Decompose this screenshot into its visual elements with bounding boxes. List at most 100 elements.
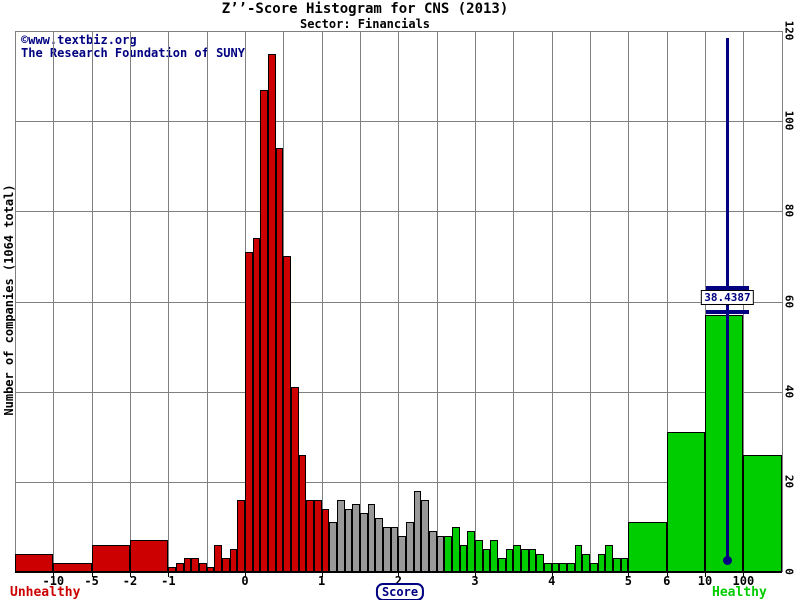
x-axis-tick-label: -1: [161, 574, 176, 588]
histogram-bar: [329, 522, 337, 572]
y-axis-tick-label: 80: [782, 204, 796, 218]
histogram-bar: [406, 522, 414, 572]
x-axis-tick-label: 100: [732, 574, 755, 588]
x-axis-tick-label: -5: [84, 574, 99, 588]
histogram-bar: [268, 53, 276, 572]
histogram-bar: [275, 148, 284, 572]
histogram-bar: [191, 558, 199, 572]
gridline-horizontal: [15, 31, 782, 32]
histogram-bar: [314, 499, 322, 572]
histogram-bar: [498, 558, 506, 572]
y-axis-tick-label: 120: [782, 20, 796, 41]
histogram-bar: [429, 531, 437, 572]
x-axis-tick: [321, 573, 323, 577]
x-axis-line: [15, 571, 782, 573]
x-axis-tick-label: 4: [548, 574, 556, 588]
x-axis-tick: [245, 573, 246, 577]
marker-value-label: 38.4387: [701, 289, 754, 305]
x-axis-tick: [130, 573, 131, 577]
histogram-bar: [582, 553, 590, 572]
x-axis-tick: [91, 573, 93, 577]
x-axis-tick-label: -2: [122, 574, 138, 588]
histogram-bar: [321, 508, 330, 572]
x-axis-tick: [743, 573, 745, 577]
histogram-bar: [291, 387, 299, 572]
x-axis-tick-label: 1: [318, 574, 326, 588]
histogram-bar: [390, 526, 399, 572]
histogram-bar: [467, 531, 475, 572]
histogram-bar: [536, 553, 544, 572]
histogram-bar: [283, 256, 291, 572]
histogram-bar: [459, 544, 468, 572]
histogram-bar: [91, 544, 130, 572]
histogram-bar: [183, 558, 192, 572]
gridline-horizontal: [15, 481, 782, 483]
histogram-bar: [222, 558, 230, 572]
chart-subtitle: Sector: Financials: [299, 17, 431, 31]
histogram-bar: [574, 544, 583, 572]
histogram-bar: [260, 89, 268, 572]
histogram-bar: [229, 549, 238, 572]
histogram-bar: [398, 535, 406, 572]
histogram-bar: [421, 499, 429, 572]
histogram-bar: [298, 454, 307, 572]
histogram-bar: [597, 553, 606, 572]
y-axis-label: Number of companies (1064 total): [2, 184, 16, 416]
gridline-vertical: [781, 31, 783, 572]
histogram-bar: [367, 504, 376, 572]
marker-upper-crossbar: [705, 286, 749, 291]
marker-dot: [722, 556, 732, 566]
y-axis-tick-label: 0: [782, 568, 796, 575]
histogram-bar: [521, 549, 529, 572]
x-axis-tick-label: 0: [241, 574, 249, 588]
histogram-bar: [620, 558, 629, 572]
marker-lower-crossbar: [705, 309, 749, 314]
histogram-bar: [505, 549, 514, 572]
histogram-bar: [628, 522, 667, 572]
watermark-url: ©www.textbiz.org: [21, 33, 137, 47]
gridline-horizontal: [15, 211, 782, 213]
x-axis-title: Score: [375, 583, 425, 600]
histogram-bar: [375, 517, 383, 572]
x-axis-tick-label: -10: [42, 574, 65, 588]
histogram-bar: [306, 499, 314, 572]
gridline-horizontal: [15, 121, 782, 123]
histogram-bar: [452, 526, 460, 572]
y-axis-tick-label: 40: [782, 384, 796, 398]
x-axis-tick: [705, 573, 707, 577]
histogram-bar: [743, 454, 782, 572]
x-axis-tick-label: 6: [663, 574, 671, 588]
histogram-bar: [436, 535, 445, 572]
histogram-bar: [237, 499, 245, 572]
gridline-horizontal: [15, 391, 782, 393]
gridline-horizontal: [15, 301, 782, 303]
x-axis-tick: [53, 573, 55, 577]
histogram-bar: [613, 558, 621, 572]
histogram-bar: [475, 540, 483, 572]
histogram-bar: [15, 553, 54, 572]
x-axis-tick-label: 3: [471, 574, 479, 588]
x-axis-tick-label: 5: [624, 574, 632, 588]
histogram-bar: [528, 549, 537, 572]
chart-title: Z’’-Score Histogram for CNS (2013): [221, 1, 509, 17]
histogram-bar: [245, 251, 253, 572]
histogram-bar: [605, 544, 613, 572]
x-axis-tick: [168, 573, 170, 577]
histogram-bar: [513, 544, 521, 572]
histogram-bar: [214, 544, 222, 572]
histogram-bar: [337, 499, 345, 572]
histogram-bar: [252, 238, 261, 572]
y-axis-tick-label: 100: [782, 110, 796, 131]
histogram-bar: [130, 540, 169, 572]
histogram-bar: [444, 535, 452, 572]
x-axis-tick-label: 2: [394, 574, 402, 588]
x-axis-tick-label: 10: [697, 574, 713, 588]
histogram-bar: [666, 432, 706, 572]
histogram-bar: [490, 540, 498, 572]
histogram-bar: [383, 526, 391, 572]
x-axis-tick: [398, 573, 400, 577]
x-axis-tick: [666, 573, 668, 577]
y-axis-tick-label: 60: [782, 294, 796, 308]
x-axis-tick: [551, 573, 553, 577]
